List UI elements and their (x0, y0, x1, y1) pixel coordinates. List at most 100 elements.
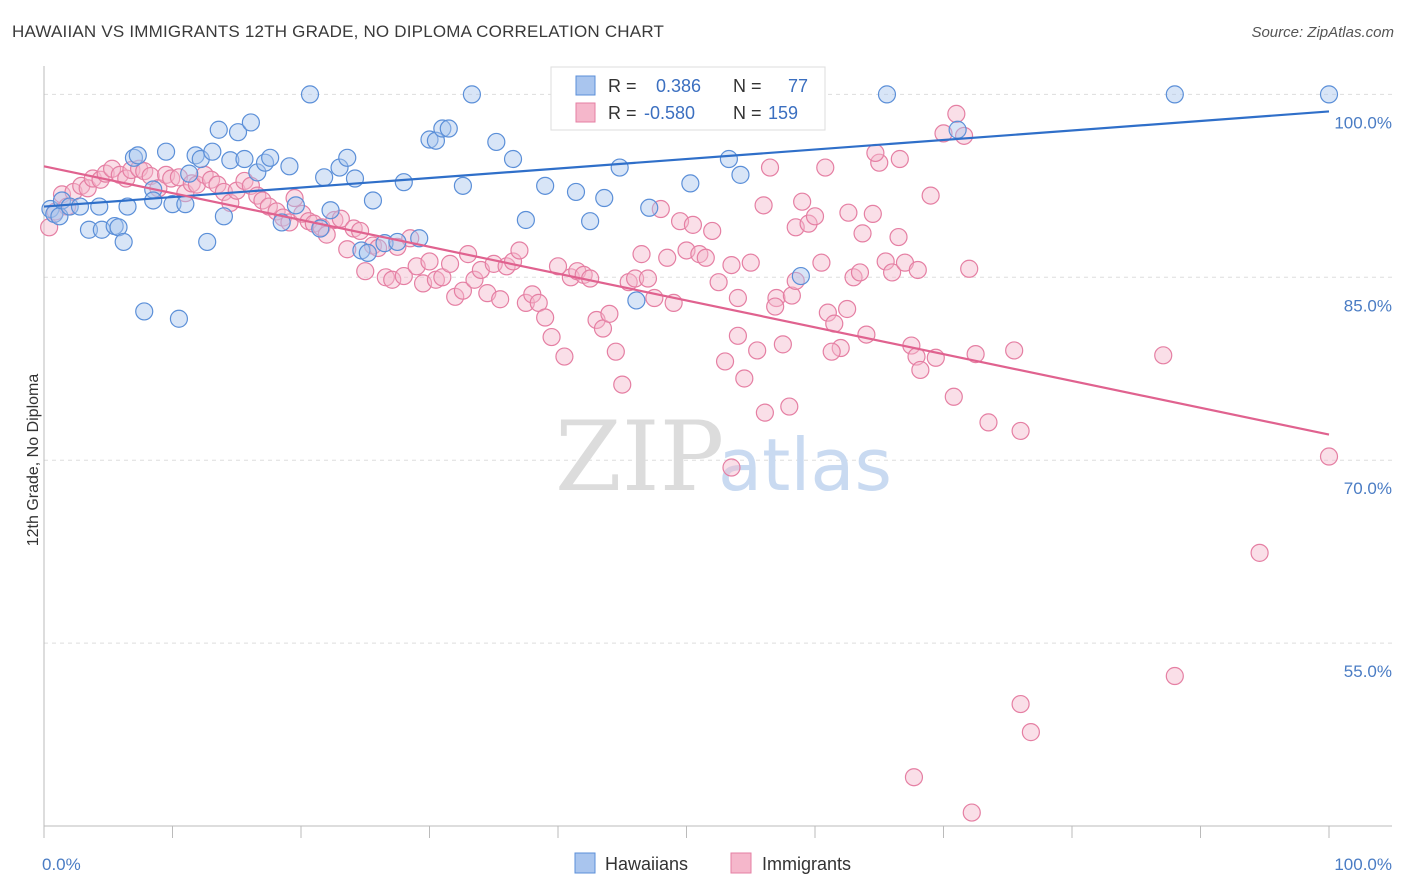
hawaiians-r-label: R = (608, 76, 637, 96)
hawaiian-point-32 (241, 113, 260, 132)
immigrant-point-100 (683, 215, 703, 234)
immigrant-point-87 (600, 304, 619, 323)
immigrant-point-131 (882, 263, 902, 282)
hawaiian-point-28 (214, 207, 233, 226)
immigrant-point-44 (325, 210, 344, 230)
y-axis-label: 12th Grade, No Diploma (25, 374, 42, 547)
hawaiian-point-47 (358, 243, 377, 263)
y-tick-label-2: 70.0% (1344, 479, 1392, 498)
immigrants-r-value: -0.580 (644, 103, 695, 123)
hawaiians-n-value: 77 (788, 76, 808, 96)
hawaiian-point-20 (169, 309, 189, 328)
stats-box: R = 0.386 N = 77 R = -0.580 N = 159 (550, 66, 826, 131)
immigrant-point-135 (908, 260, 927, 280)
immigrant-point-151 (755, 403, 774, 422)
hawaiian-point-51 (394, 173, 413, 192)
immigrant-point-70 (491, 290, 510, 309)
hawaiian-point-72 (791, 266, 810, 286)
hawaiian-point-75 (1165, 85, 1184, 104)
hawaiian-point-69 (681, 174, 700, 193)
hawaiian-point-18 (156, 142, 176, 161)
immigrant-point-163 (904, 768, 924, 787)
immigrant-point-152 (728, 288, 748, 308)
hawaiian-point-22 (180, 164, 199, 183)
immigrant-point-121 (818, 303, 837, 322)
immigrant-point-158 (1250, 543, 1269, 562)
x-tick-labels: 0.0% 100.0% (42, 855, 1392, 874)
chart-title: HAWAIIAN VS IMMIGRANTS 12TH GRADE, NO DI… (12, 22, 665, 41)
immigrant-point-153 (766, 297, 785, 316)
immigrant-point-120 (812, 253, 831, 272)
immigrant-point-79 (548, 257, 568, 276)
hawaiian-point-41 (315, 168, 334, 187)
immigrant-point-154 (866, 143, 885, 163)
immigrant-point-167 (890, 149, 909, 169)
immigrant-point-88 (606, 342, 625, 361)
hawaiian-point-27 (209, 120, 228, 139)
immigrant-point-168 (853, 224, 872, 243)
watermark-zip: ZIP (555, 401, 724, 513)
hawaiian-point-38 (286, 196, 305, 215)
hawaiian-point-17 (144, 191, 163, 210)
immigrants-n-label: N = (733, 103, 762, 123)
hawaiian-point-64 (581, 212, 600, 231)
immigrant-point-138 (947, 104, 966, 123)
x-tick-label-1: 100.0% (1334, 855, 1392, 874)
immigrant-point-80 (555, 347, 574, 366)
immigrant-point-104 (709, 273, 728, 292)
hawaiian-point-44 (338, 148, 357, 167)
immigrant-trend-line (43, 165, 1330, 436)
hawaiian-point-30 (228, 123, 248, 142)
immigrant-point-142 (1011, 421, 1030, 441)
hawaiian-point-7 (90, 197, 109, 216)
immigrant-point-112 (760, 158, 780, 177)
immigrant-point-145 (839, 203, 858, 222)
legend-swatch-hawaiians (574, 852, 596, 874)
immigrant-point-73 (510, 241, 529, 260)
immigrant-point-118 (799, 214, 818, 233)
immigrant-point-139 (960, 259, 979, 278)
hawaiian-point-74 (948, 120, 967, 139)
immigrant-point-119 (805, 207, 825, 226)
immigrant-point-161 (1011, 694, 1030, 714)
immigrant-point-129 (870, 153, 889, 172)
y-tick-labels: 100.0% 85.0% 70.0% 55.0% (1334, 113, 1392, 681)
immigrant-point-95 (651, 199, 670, 219)
hawaiian-point-59 (487, 132, 506, 152)
hawaiian-point-52 (410, 229, 429, 248)
immigrant-point-127 (857, 325, 876, 344)
y-tick-label-3: 55.0% (1344, 662, 1392, 681)
immigrant-point-132 (889, 227, 908, 247)
hawaiian-point-39 (300, 85, 320, 104)
immigrant-point-66 (465, 270, 484, 289)
hawaiian-point-5 (70, 197, 90, 216)
immigrants-r-label: R = (608, 103, 637, 123)
hawaiian-point-67 (627, 291, 646, 310)
immigrant-point-124 (838, 299, 857, 319)
immigrant-point-162 (1021, 723, 1040, 742)
hawaiian-point-26 (203, 142, 222, 161)
immigrant-point-6 (78, 179, 97, 198)
hawaiian-point-37 (280, 157, 299, 176)
immigrant-point-91 (625, 269, 645, 288)
hawaiian-point-14 (128, 146, 147, 165)
hawaiian-point-35 (261, 148, 280, 167)
immigrants-stat-swatch (575, 102, 596, 123)
immigrant-point-123 (831, 338, 850, 358)
immigrant-point-64 (453, 281, 473, 300)
immigrant-point-149 (944, 387, 963, 406)
legend-label-hawaiians: Hawaiians (605, 854, 688, 874)
source-label: Source: ZipAtlas.com (1251, 24, 1394, 41)
immigrant-point-160 (1165, 666, 1184, 686)
hawaiian-point-70 (719, 149, 739, 169)
immigrant-point-53 (383, 270, 402, 289)
immigrant-point-136 (921, 186, 940, 205)
hawaiians-r-value: 0.386 (656, 76, 701, 96)
hawaiians-n-label: N = (733, 76, 762, 96)
immigrant-point-59 (420, 252, 439, 271)
immigrant-point-117 (793, 192, 812, 211)
immigrant-point-157 (1154, 346, 1173, 365)
hawaiian-point-36 (272, 213, 291, 232)
watermark-atlas: atlas (718, 423, 892, 507)
